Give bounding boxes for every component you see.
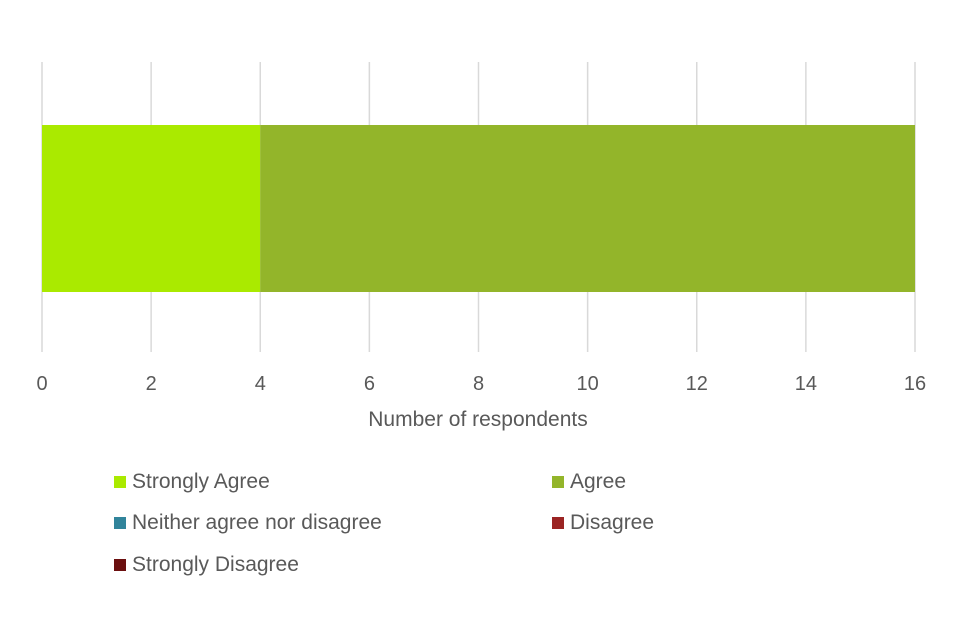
legend-item-agree: Agree xyxy=(552,470,626,494)
legend-swatch-agree xyxy=(552,476,564,488)
legend-label-agree: Agree xyxy=(570,470,627,493)
x-tick-label-10: 10 xyxy=(577,373,599,395)
legend-label-strongly-disagree: Strongly Disagree xyxy=(132,553,299,576)
legend-item-strongly-disagree: Strongly Disagree xyxy=(114,553,299,577)
legend-swatch-strongly-agree xyxy=(114,476,126,488)
legend-swatch-disagree xyxy=(552,517,564,529)
legend-label-neither: Neither agree nor disagree xyxy=(132,511,382,534)
x-tick-label-12: 12 xyxy=(686,373,708,395)
x-tick-label-2: 2 xyxy=(146,373,157,395)
x-tick-labels: 0 2 4 6 8 10 12 14 16 xyxy=(36,373,926,395)
bar-segment-agree xyxy=(260,125,915,292)
legend-item-strongly-agree: Strongly Agree xyxy=(114,470,270,494)
bar-segment-strongly-agree xyxy=(42,125,261,292)
legend-item-disagree: Disagree xyxy=(552,511,654,535)
legend-label-strongly-agree: Strongly Agree xyxy=(132,470,270,493)
legend-item-neither: Neither agree nor disagree xyxy=(114,511,382,535)
legend-swatch-strongly-disagree xyxy=(114,559,126,571)
x-tick-label-6: 6 xyxy=(364,373,375,395)
legend-swatch-neither xyxy=(114,517,126,529)
x-axis-title: Number of respondents xyxy=(368,408,587,431)
x-tick-label-16: 16 xyxy=(904,373,926,395)
bar-stack xyxy=(42,125,915,292)
chart-plot: 0 2 4 6 8 10 12 14 16 Number of respondents xyxy=(36,62,926,431)
x-tick-label-4: 4 xyxy=(255,373,266,395)
x-tick-label-0: 0 xyxy=(36,373,47,395)
legend-label-disagree: Disagree xyxy=(570,511,655,534)
x-tick-label-14: 14 xyxy=(795,373,817,395)
x-tick-label-8: 8 xyxy=(473,373,484,395)
